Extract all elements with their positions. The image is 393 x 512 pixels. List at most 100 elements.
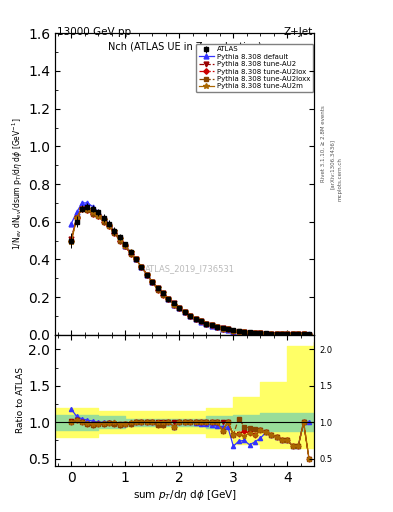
Pythia 8.308 tune-AU2loxx — [112, 230, 117, 236]
Pythia 8.308 tune-AU2loxx — [290, 331, 295, 337]
Pythia 8.308 default — [177, 305, 182, 311]
Pythia 8.308 tune-AU2 — [101, 217, 106, 223]
Pythia 8.308 tune-AU2loxx — [85, 207, 90, 214]
Pythia 8.308 tune-AU2loxx — [237, 328, 241, 334]
Pythia 8.308 default — [74, 209, 79, 216]
Pythia 8.308 tune-AU2loxx — [69, 238, 73, 244]
Pythia 8.308 tune-AU2m — [263, 331, 268, 337]
Pythia 8.308 tune-AU2m — [231, 328, 236, 334]
Pythia 8.308 tune-AU2lox — [263, 331, 268, 337]
Pythia 8.308 tune-AU2m — [166, 296, 171, 302]
Pythia 8.308 tune-AU2loxx — [307, 332, 311, 338]
Pythia 8.308 tune-AU2lox — [139, 264, 144, 270]
Pythia 8.308 tune-AU2 — [226, 326, 230, 332]
Pythia 8.308 tune-AU2lox — [107, 222, 112, 228]
Pythia 8.308 tune-AU2lox — [274, 331, 279, 337]
Text: Z+Jet: Z+Jet — [283, 27, 312, 37]
Pythia 8.308 tune-AU2 — [204, 321, 209, 327]
Pythia 8.308 tune-AU2loxx — [301, 331, 306, 337]
Pythia 8.308 tune-AU2loxx — [193, 316, 198, 322]
Pythia 8.308 tune-AU2 — [85, 207, 90, 214]
Pythia 8.308 default — [290, 331, 295, 337]
Pythia 8.308 tune-AU2 — [274, 331, 279, 337]
Line: Pythia 8.308 tune-AU2loxx: Pythia 8.308 tune-AU2loxx — [69, 207, 311, 336]
Pythia 8.308 tune-AU2 — [155, 285, 160, 291]
Pythia 8.308 tune-AU2loxx — [90, 211, 95, 217]
Pythia 8.308 default — [296, 331, 301, 337]
Pythia 8.308 tune-AU2 — [237, 329, 241, 335]
Pythia 8.308 tune-AU2loxx — [182, 309, 187, 315]
Pythia 8.308 tune-AU2 — [269, 331, 274, 337]
Pythia 8.308 tune-AU2m — [145, 271, 149, 278]
Pythia 8.308 tune-AU2m — [209, 323, 214, 329]
Pythia 8.308 default — [145, 271, 149, 278]
Pythia 8.308 tune-AU2m — [161, 290, 165, 296]
Pythia 8.308 tune-AU2m — [85, 205, 90, 211]
Pythia 8.308 tune-AU2m — [188, 313, 193, 319]
Pythia 8.308 tune-AU2 — [123, 243, 128, 249]
Pythia 8.308 tune-AU2loxx — [274, 331, 279, 337]
Pythia 8.308 tune-AU2 — [118, 236, 122, 242]
Pythia 8.308 tune-AU2m — [69, 240, 73, 246]
Pythia 8.308 default — [209, 323, 214, 329]
Pythia 8.308 tune-AU2 — [74, 215, 79, 221]
Pythia 8.308 tune-AU2loxx — [96, 213, 101, 219]
Pythia 8.308 default — [69, 221, 73, 227]
Pythia 8.308 default — [182, 309, 187, 315]
Pythia 8.308 tune-AU2lox — [280, 331, 285, 337]
Pythia 8.308 tune-AU2loxx — [150, 279, 155, 285]
Pythia 8.308 default — [220, 326, 225, 332]
Text: ATLAS_2019_I736531: ATLAS_2019_I736531 — [145, 264, 235, 273]
Pythia 8.308 default — [155, 285, 160, 291]
Pythia 8.308 tune-AU2m — [215, 324, 220, 330]
Pythia 8.308 tune-AU2m — [280, 331, 285, 337]
Pythia 8.308 tune-AU2loxx — [215, 324, 220, 330]
Pythia 8.308 tune-AU2lox — [112, 230, 117, 236]
Pythia 8.308 tune-AU2loxx — [74, 215, 79, 221]
Line: Pythia 8.308 tune-AU2lox: Pythia 8.308 tune-AU2lox — [69, 207, 311, 336]
Pythia 8.308 default — [215, 324, 220, 330]
Pythia 8.308 default — [139, 264, 144, 270]
Pythia 8.308 tune-AU2lox — [237, 329, 241, 335]
Pythia 8.308 tune-AU2loxx — [242, 329, 246, 335]
Pythia 8.308 default — [150, 279, 155, 285]
Pythia 8.308 tune-AU2loxx — [258, 330, 263, 336]
Pythia 8.308 tune-AU2loxx — [177, 305, 182, 311]
Pythia 8.308 tune-AU2 — [182, 309, 187, 315]
Pythia 8.308 tune-AU2m — [118, 236, 122, 242]
Pythia 8.308 tune-AU2lox — [145, 271, 149, 278]
Pythia 8.308 tune-AU2 — [242, 329, 246, 335]
Pythia 8.308 tune-AU2loxx — [231, 328, 236, 334]
Pythia 8.308 tune-AU2m — [134, 257, 138, 263]
Pythia 8.308 tune-AU2lox — [290, 331, 295, 337]
Pythia 8.308 tune-AU2 — [215, 324, 220, 330]
Pythia 8.308 tune-AU2m — [74, 215, 79, 221]
Pythia 8.308 tune-AU2lox — [188, 313, 193, 319]
Pythia 8.308 tune-AU2lox — [123, 243, 128, 249]
Pythia 8.308 default — [188, 313, 193, 319]
Pythia 8.308 tune-AU2 — [145, 271, 149, 278]
Pythia 8.308 tune-AU2loxx — [161, 292, 165, 298]
Pythia 8.308 tune-AU2 — [107, 222, 112, 228]
Pythia 8.308 tune-AU2 — [209, 323, 214, 329]
Pythia 8.308 tune-AU2lox — [220, 326, 225, 332]
Pythia 8.308 tune-AU2m — [274, 331, 279, 337]
Pythia 8.308 tune-AU2m — [150, 279, 155, 285]
Pythia 8.308 tune-AU2 — [161, 290, 165, 296]
Pythia 8.308 tune-AU2m — [290, 331, 295, 337]
Pythia 8.308 tune-AU2m — [182, 309, 187, 315]
Pythia 8.308 tune-AU2lox — [182, 309, 187, 315]
Pythia 8.308 tune-AU2loxx — [166, 296, 171, 302]
Pythia 8.308 tune-AU2loxx — [220, 326, 225, 332]
Pythia 8.308 tune-AU2lox — [166, 296, 171, 302]
Pythia 8.308 tune-AU2loxx — [204, 321, 209, 327]
Line: Pythia 8.308 default: Pythia 8.308 default — [69, 201, 311, 337]
Pythia 8.308 tune-AU2lox — [204, 321, 209, 327]
Pythia 8.308 tune-AU2m — [204, 321, 209, 327]
Pythia 8.308 tune-AU2lox — [209, 323, 214, 329]
Pythia 8.308 tune-AU2loxx — [145, 271, 149, 278]
Pythia 8.308 tune-AU2lox — [258, 330, 263, 336]
Pythia 8.308 tune-AU2 — [296, 331, 301, 337]
Pythia 8.308 tune-AU2m — [129, 249, 133, 255]
Line: Pythia 8.308 tune-AU2: Pythia 8.308 tune-AU2 — [69, 206, 311, 337]
